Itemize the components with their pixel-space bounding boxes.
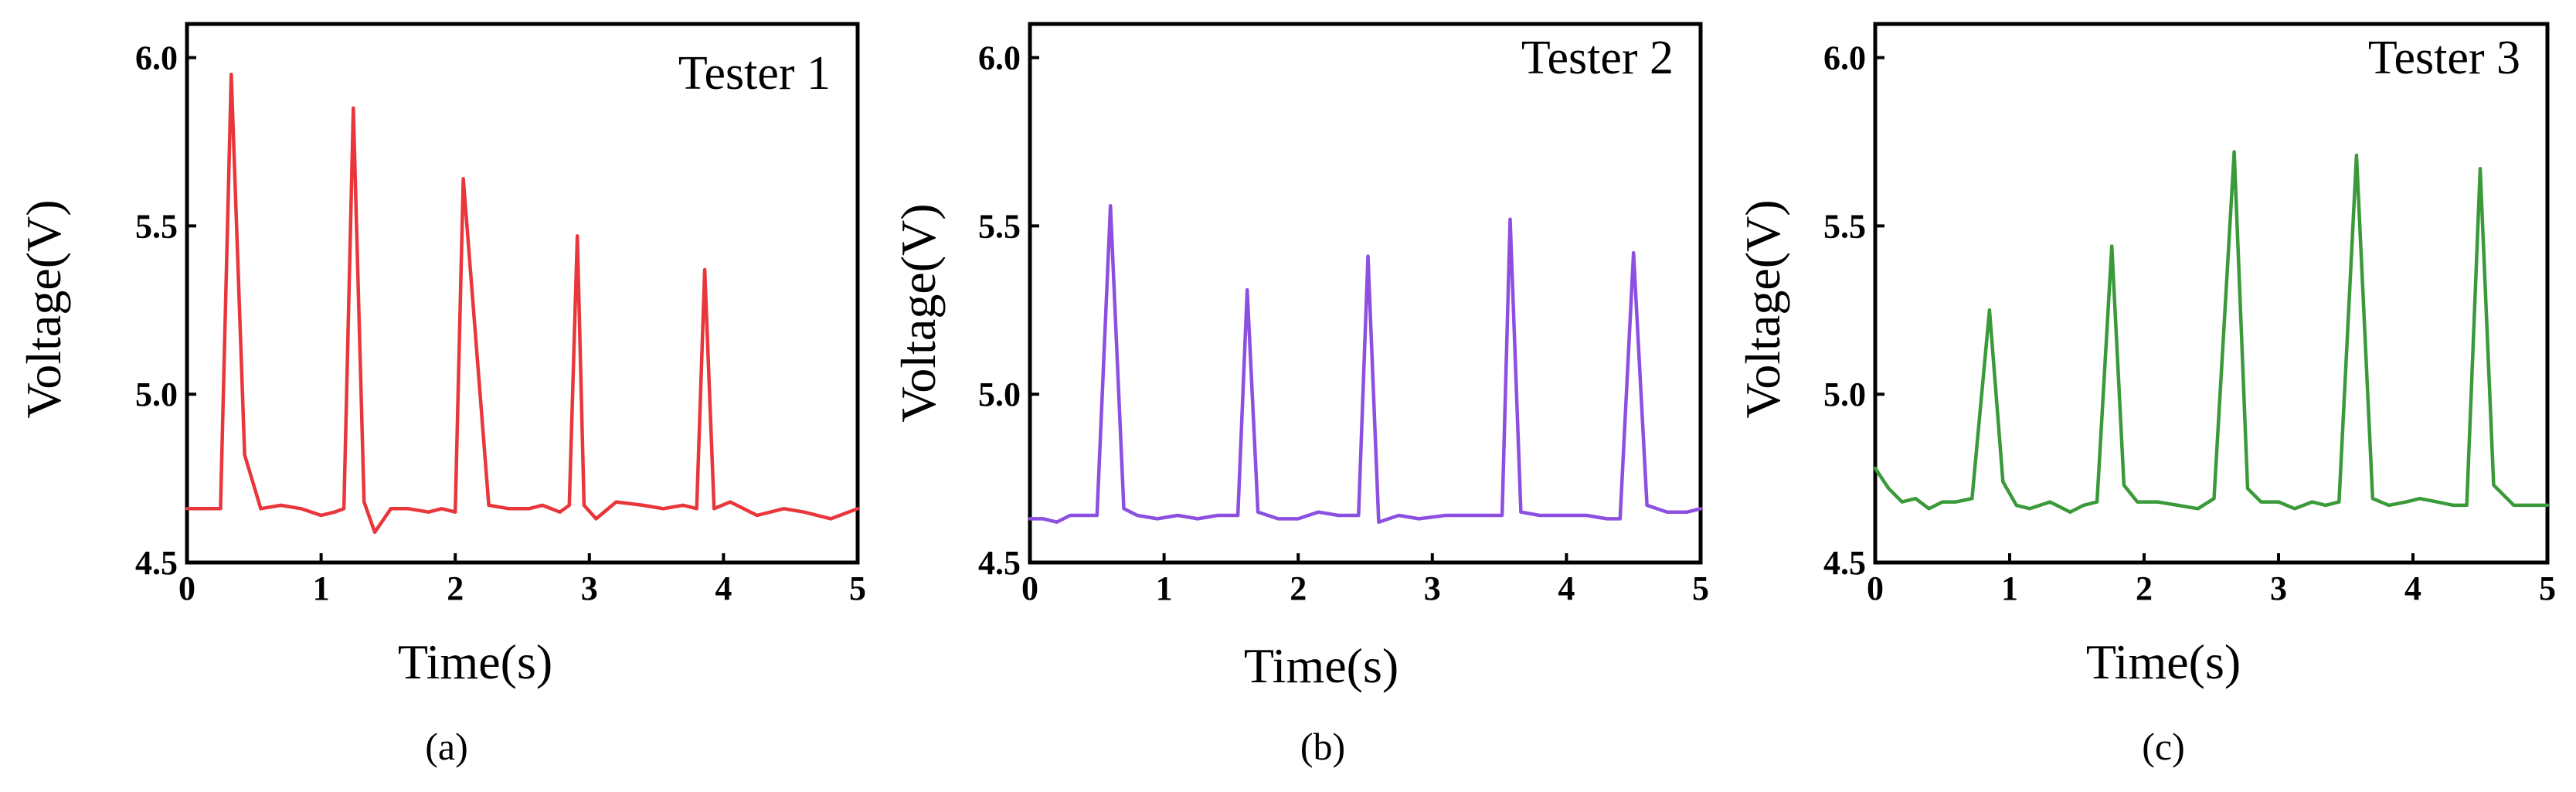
x-tick-label: 5 — [1692, 569, 1709, 607]
y-ticks: 4.5 5.0 5.5 6.0 — [1823, 39, 1884, 582]
y-axis-label: Voltage(V) — [1735, 199, 1790, 418]
x-axis-label: Time(s) — [2086, 634, 2241, 689]
panel-caption: (c) — [2142, 725, 2185, 768]
y-tick-label: 5.0 — [135, 376, 178, 413]
x-tick-label: 3 — [581, 569, 598, 607]
x-tick-label: 4 — [2404, 569, 2421, 607]
y-axis-label: Voltage(V) — [891, 203, 946, 422]
y-tick-label: 5.5 — [135, 207, 178, 245]
x-tick-label: 4 — [715, 569, 732, 607]
y-tick-label: 5.5 — [978, 207, 1021, 245]
x-tick-label: 0 — [1867, 569, 1884, 607]
y-ticks: 4.5 5.0 5.5 6.0 — [135, 39, 196, 582]
y-tick-label: 4.5 — [135, 544, 178, 582]
y-tick-label: 6.0 — [978, 39, 1021, 77]
series-group — [1028, 203, 1703, 524]
plot-frame — [185, 22, 860, 565]
y-tick-label: 6.0 — [1823, 39, 1866, 77]
series-line-0 — [1028, 203, 1703, 524]
plot-frame — [1873, 22, 2550, 565]
x-ticks: 0 1 2 3 4 5 — [1021, 553, 1709, 607]
x-axis-label: Time(s) — [1244, 638, 1398, 693]
panel-caption: (b) — [1300, 725, 1345, 768]
x-tick-label: 1 — [2001, 569, 2018, 607]
chart-title: Tester 3 — [2368, 32, 2520, 84]
y-ticks: 4.5 5.0 5.5 6.0 — [978, 39, 1039, 582]
x-tick-label: 0 — [1021, 569, 1038, 607]
x-tick-label: 2 — [447, 569, 464, 607]
series-line-0 — [1873, 150, 2550, 514]
y-tick-label: 4.5 — [1823, 544, 1866, 582]
y-axis-label: Voltage(V) — [16, 199, 71, 418]
plot-frame — [1028, 22, 1703, 565]
x-tick-label: 1 — [1156, 569, 1173, 607]
chart-panel-c: 0 1 2 3 4 5 4.5 5.0 5.5 6.0 Tester 3 Time(s) Vol… — [1735, 22, 2556, 768]
chart-title: Tester 1 — [678, 47, 831, 100]
x-axis-label: Time(s) — [398, 634, 552, 689]
series-line-0 — [185, 73, 860, 535]
y-tick-label: 4.5 — [978, 544, 1021, 582]
x-tick-label: 1 — [313, 569, 330, 607]
x-tick-label: 4 — [1558, 569, 1575, 607]
chart-panel-a: 0 1 2 3 4 5 4.5 5.0 5.5 6.0 Tester 1 Time(s) Vol… — [16, 22, 866, 768]
x-tick-label: 2 — [2136, 569, 2153, 607]
chart-title: Tester 2 — [1521, 32, 1674, 84]
x-tick-label: 5 — [2539, 569, 2556, 607]
y-tick-label: 5.0 — [978, 376, 1021, 413]
y-tick-label: 5.0 — [1823, 376, 1866, 413]
y-tick-label: 6.0 — [135, 39, 178, 77]
series-group — [185, 73, 860, 535]
chart-panel-b: 0 1 2 3 4 5 4.5 5.0 5.5 6.0 Tester 2 Time(s) Vol… — [891, 22, 1709, 768]
x-ticks: 0 1 2 3 4 5 — [178, 553, 866, 607]
x-tick-label: 3 — [1424, 569, 1441, 607]
panel-caption: (a) — [425, 725, 468, 768]
x-tick-label: 2 — [1290, 569, 1307, 607]
x-tick-label: 0 — [178, 569, 195, 607]
x-tick-label: 3 — [2270, 569, 2287, 607]
x-ticks: 0 1 2 3 4 5 — [1867, 553, 2556, 607]
x-tick-label: 5 — [849, 569, 866, 607]
y-tick-label: 5.5 — [1823, 207, 1866, 245]
series-group — [1873, 150, 2550, 514]
